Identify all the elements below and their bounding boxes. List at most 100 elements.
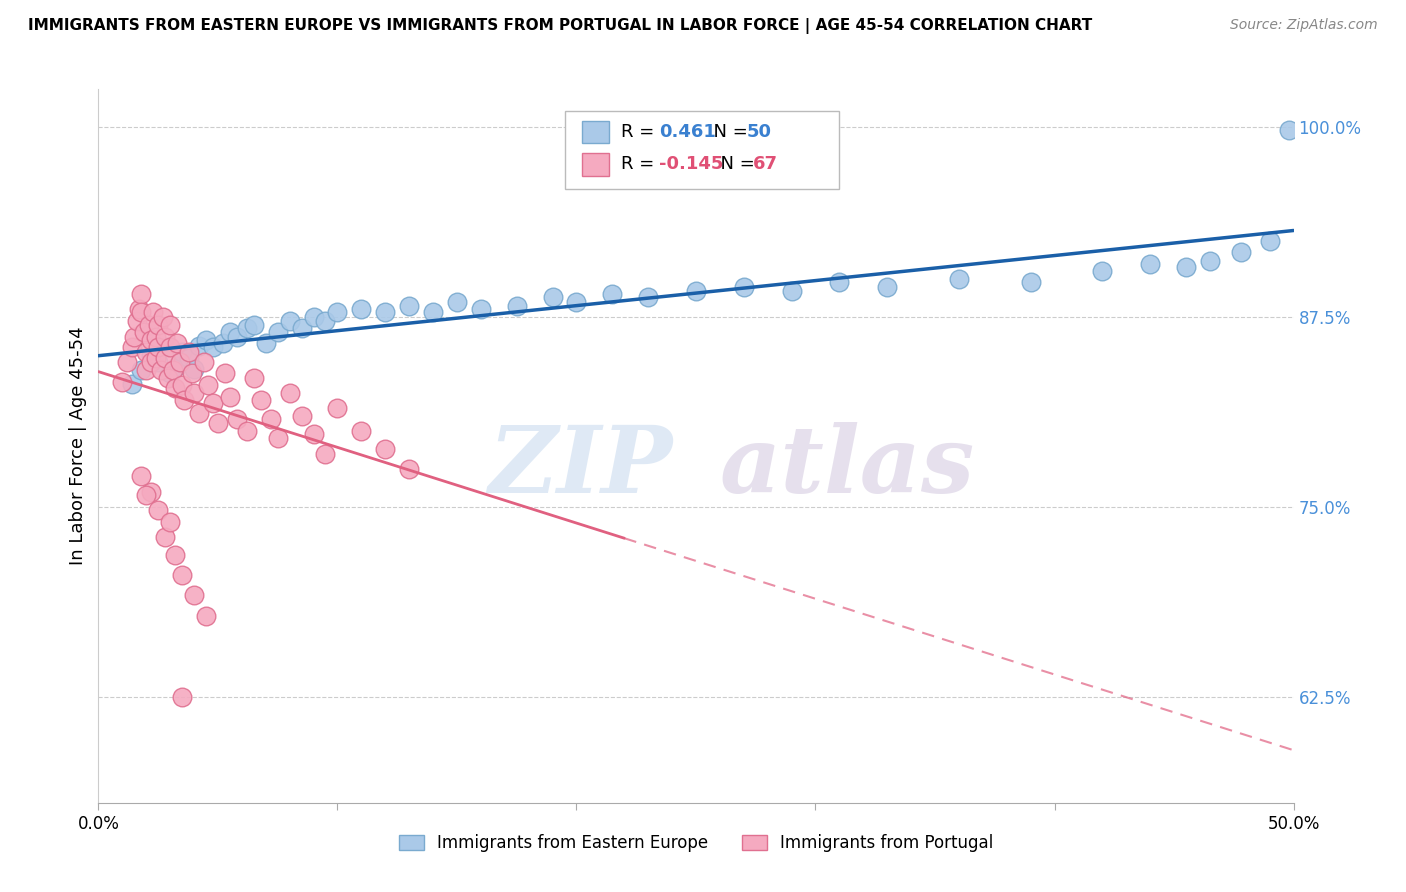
Point (195, 609, 218, 624)
Point (159, 340, 181, 354)
Point (1091, 264, 1114, 278)
Point (111, 376, 134, 390)
Point (278, 314, 301, 328)
Point (637, 290, 659, 304)
Point (780, 284, 803, 298)
Point (131, 287, 153, 301)
Point (155, 530, 177, 544)
Point (163, 549, 186, 563)
Text: IMMIGRANTS FROM EASTERN EUROPE VS IMMIGRANTS FROM PORTUGAL IN LABOR FORCE | AGE : IMMIGRANTS FROM EASTERN EUROPE VS IMMIGR… (28, 18, 1092, 34)
Point (422, 305, 444, 319)
Point (159, 366, 181, 380)
Text: N =: N = (702, 123, 754, 141)
Point (128, 302, 150, 317)
Legend: Immigrants from Eastern Europe, Immigrants from Portugal: Immigrants from Eastern Europe, Immigran… (392, 828, 1000, 859)
Y-axis label: In Labor Force | Age 45-54: In Labor Force | Age 45-54 (69, 326, 87, 566)
Point (235, 320, 257, 334)
Point (278, 385, 301, 400)
Point (145, 351, 167, 365)
Point (156, 370, 179, 384)
Point (506, 299, 529, 313)
Point (149, 363, 172, 377)
Point (183, 361, 205, 376)
Point (195, 333, 218, 347)
Point (685, 284, 707, 298)
Point (183, 385, 205, 400)
Point (211, 335, 233, 350)
Point (226, 329, 249, 343)
Point (172, 378, 194, 392)
FancyBboxPatch shape (582, 120, 609, 144)
Point (187, 406, 209, 420)
Point (121, 340, 143, 354)
Point (828, 275, 851, 289)
Point (302, 310, 325, 324)
Point (197, 378, 219, 392)
Point (193, 355, 215, 369)
Point (115, 355, 138, 369)
Point (315, 314, 337, 328)
Point (1278, 123, 1301, 137)
Point (398, 462, 420, 476)
Point (183, 588, 205, 602)
Point (155, 329, 177, 343)
Point (152, 310, 174, 324)
Point (267, 431, 290, 445)
Point (187, 339, 209, 353)
Point (135, 487, 157, 501)
Text: atlas: atlas (720, 423, 976, 512)
Point (565, 294, 588, 309)
Point (159, 515, 181, 529)
Point (733, 279, 755, 293)
Point (172, 344, 194, 359)
Point (235, 424, 257, 438)
Point (139, 355, 162, 369)
Point (254, 335, 277, 350)
Point (398, 299, 420, 313)
Point (243, 318, 266, 332)
Point (350, 424, 373, 438)
Point (155, 351, 177, 365)
Point (125, 314, 148, 328)
Point (446, 294, 468, 309)
Text: R =: R = (620, 155, 659, 173)
Point (1019, 275, 1042, 289)
Point (250, 393, 273, 408)
Point (139, 348, 162, 362)
Point (124, 329, 146, 343)
Point (135, 363, 157, 377)
Point (541, 290, 564, 304)
FancyBboxPatch shape (565, 111, 839, 189)
Point (267, 325, 290, 339)
Text: ZIP: ZIP (488, 423, 672, 512)
Point (148, 502, 170, 516)
Point (148, 355, 170, 369)
Point (172, 690, 194, 704)
Point (470, 302, 492, 317)
Text: -0.145: -0.145 (659, 155, 723, 173)
FancyBboxPatch shape (582, 153, 609, 176)
Point (350, 302, 373, 317)
Point (131, 305, 153, 319)
Point (131, 363, 153, 377)
Point (202, 396, 225, 410)
Point (155, 340, 177, 354)
Point (138, 318, 160, 332)
Point (139, 333, 162, 347)
Point (148, 318, 170, 332)
Point (172, 568, 194, 582)
Point (142, 305, 165, 319)
Point (214, 366, 236, 380)
Point (179, 351, 201, 365)
Point (326, 401, 349, 415)
Point (948, 272, 970, 286)
Point (291, 409, 314, 423)
Point (291, 320, 314, 334)
Text: N =: N = (709, 155, 761, 173)
Point (207, 416, 229, 430)
Point (131, 469, 153, 483)
Point (1230, 244, 1253, 259)
Point (243, 370, 266, 384)
Text: Source: ZipAtlas.com: Source: ZipAtlas.com (1230, 18, 1378, 32)
Point (226, 411, 249, 425)
